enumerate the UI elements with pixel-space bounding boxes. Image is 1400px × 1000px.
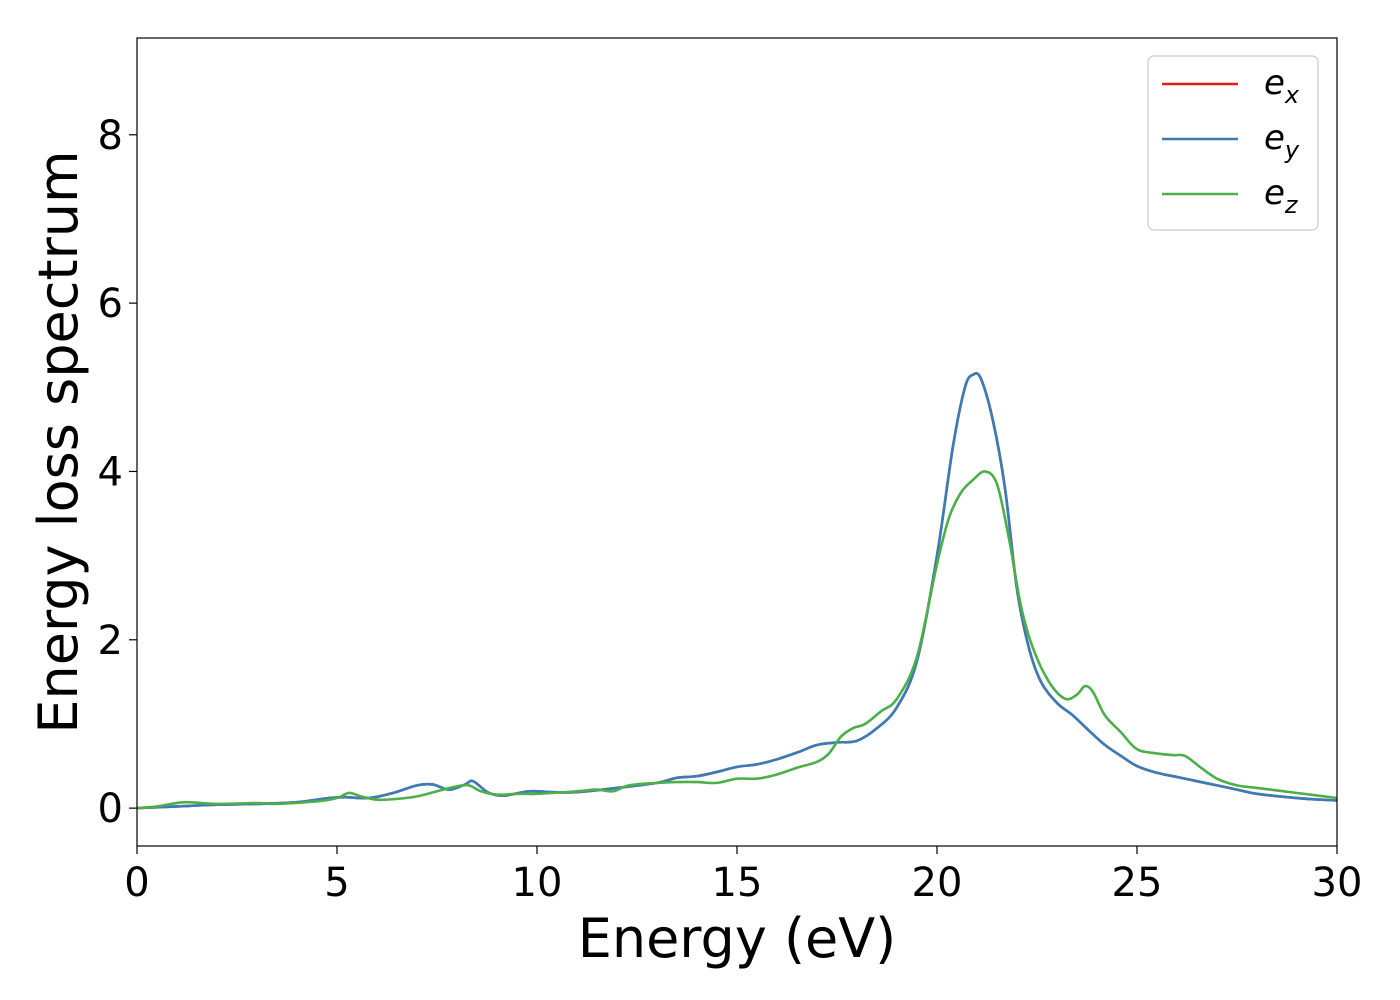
x-tick-label: 15	[712, 860, 763, 906]
legend-label-ex: ex	[1264, 63, 1300, 109]
legend-box	[1147, 55, 1319, 231]
x-tick-label: 10	[512, 860, 563, 906]
series-line-ey	[137, 372, 1337, 810]
series-line-ez	[137, 470, 1337, 810]
y-tick-label: 4	[98, 449, 123, 495]
y-tick-label: 0	[98, 786, 123, 832]
series-line-ex	[137, 372, 1337, 810]
y-axis-title: Energy loss spectrum	[27, 150, 90, 733]
series-layer	[137, 372, 1337, 810]
x-tick-label: 30	[1312, 860, 1363, 906]
legend-label-ez: ez	[1264, 173, 1299, 219]
x-tick-label: 0	[124, 860, 149, 906]
y-axis: 0 2 4 6 8	[98, 113, 137, 832]
x-tick-label: 25	[1112, 860, 1163, 906]
legend: ex ey ez	[1147, 55, 1319, 231]
x-axis: 0 5 10 15 20 25 30	[124, 846, 1362, 906]
y-tick-label: 6	[98, 281, 123, 327]
x-tick-label: 5	[324, 860, 349, 906]
y-tick-label: 8	[98, 113, 123, 159]
y-tick-label: 2	[98, 618, 123, 664]
x-tick-label: 20	[912, 860, 963, 906]
x-axis-title: Energy (eV)	[578, 907, 897, 970]
legend-label-ey: ey	[1264, 118, 1300, 164]
